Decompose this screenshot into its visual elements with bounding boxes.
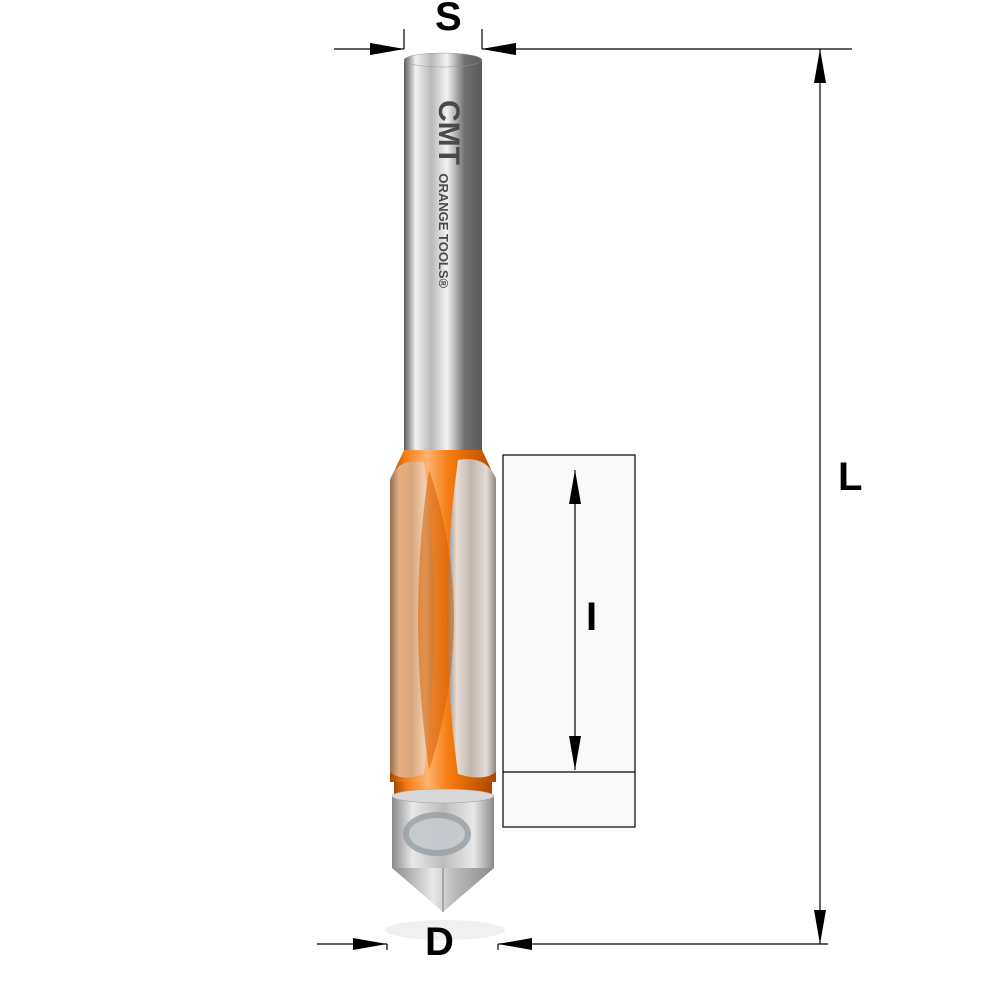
diagram-canvas: CMT ORANGE TOOLS® S L I D <box>0 0 1000 1000</box>
dimension-label-S: S <box>435 0 462 40</box>
diagram-svg: CMT ORANGE TOOLS® <box>0 0 1000 1000</box>
dimension-label-L: L <box>838 455 862 500</box>
dimension-label-I: I <box>586 595 597 640</box>
dimension-label-D: D <box>425 920 454 965</box>
